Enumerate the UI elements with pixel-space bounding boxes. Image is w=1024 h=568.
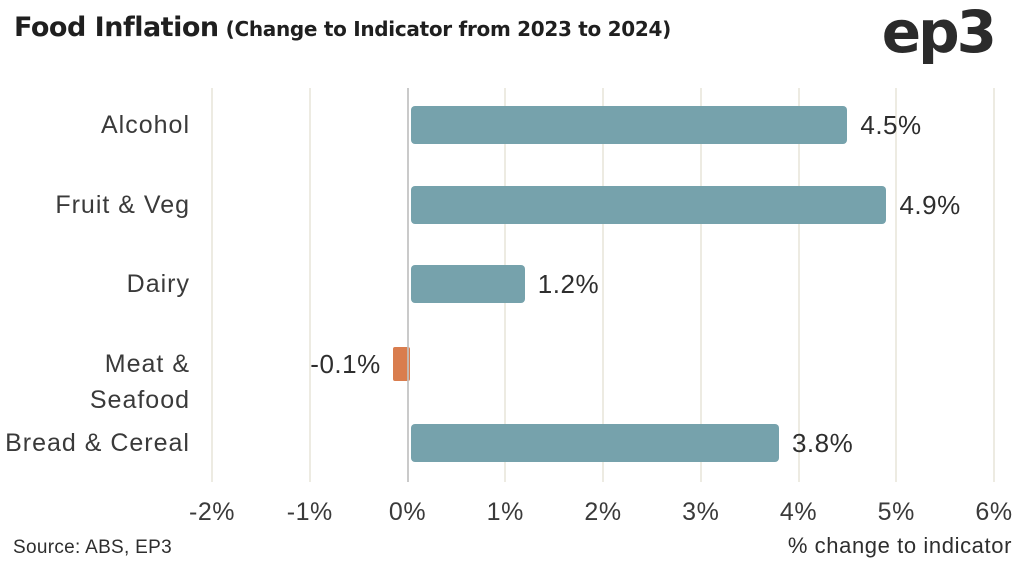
x-axis-label: % change to indicator [787,533,1012,558]
x-tick-label: 5% [877,498,915,526]
gridline [993,88,995,482]
chart-title-subtitle: (Change to Indicator from 2023 to 2024) [225,17,672,41]
bar [410,265,525,303]
x-tick-label: -1% [286,498,333,526]
bar [410,185,887,224]
source-note: Source: ABS, EP3 [13,537,172,558]
category-label: Fruit & Veg [55,190,190,219]
x-tick-label: 6% [975,498,1013,526]
bar-value-label: -0.1% [310,348,381,379]
x-tick-label: 1% [486,498,524,526]
category-label: Bread & Cereal [5,429,190,457]
gridline [797,88,800,482]
chart-title-main: Food Inflation [14,12,219,43]
x-tick-label: 4% [779,498,818,526]
gridline [211,88,213,482]
gridline [699,88,702,482]
bar-value-label: 4.9% [899,189,961,220]
ep3-logo: ep3 [881,0,997,66]
category-label: Alcohol [101,111,190,139]
bar [410,106,848,144]
zero-gridline [406,88,409,482]
bar-value-label: 3.8% [791,428,854,458]
gridline [308,88,311,482]
page-title: Food Inflation (Change to Indicator from… [14,12,671,43]
gridline [602,88,604,482]
category-label: Meat & Seafood [89,349,190,414]
bar-value-label: 4.5% [860,110,922,140]
gridline [895,88,898,482]
x-tick-label: 3% [682,498,720,526]
bar [410,424,779,462]
bar [390,344,413,383]
x-tick-label: -2% [189,498,235,526]
bar-value-label: 1.2% [537,269,600,299]
x-tick-label: 2% [584,498,622,526]
x-tick-label: 0% [388,498,427,526]
category-label: Dairy [126,270,190,298]
